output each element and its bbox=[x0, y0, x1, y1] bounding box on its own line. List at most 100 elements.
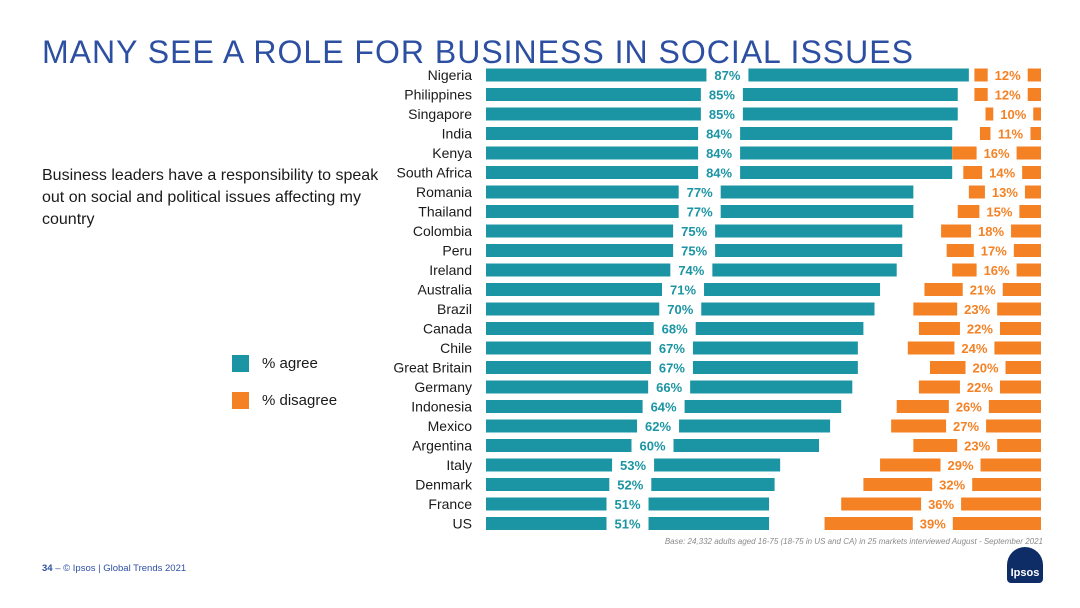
category-label: Mexico bbox=[428, 418, 473, 434]
disagree-value-label: 32% bbox=[939, 478, 965, 493]
agree-value-label: 85% bbox=[709, 88, 735, 103]
disagree-label-bg bbox=[948, 399, 989, 414]
disagree-label-bg bbox=[976, 145, 1017, 161]
disagree-value-label: 12% bbox=[995, 68, 1021, 83]
agree-value-label: 77% bbox=[687, 205, 713, 220]
disagree-label-bg bbox=[973, 243, 1014, 258]
category-label: Romania bbox=[416, 184, 472, 200]
agree-value-label: 53% bbox=[620, 458, 646, 473]
category-label: Indonesia bbox=[411, 399, 472, 415]
category-label: India bbox=[442, 126, 473, 142]
category-label: Thailand bbox=[418, 204, 472, 220]
disagree-value-label: 36% bbox=[928, 497, 954, 512]
disagree-value-label: 39% bbox=[920, 517, 946, 532]
agree-label-bg bbox=[648, 379, 691, 395]
legend-disagree-label: % disagree bbox=[262, 392, 338, 409]
agree-label-bg bbox=[673, 223, 716, 239]
disagree-label-bg bbox=[965, 360, 1006, 375]
agree-label-bg bbox=[612, 457, 655, 473]
disagree-label-bg bbox=[957, 438, 998, 453]
disagree-label-bg bbox=[957, 301, 998, 317]
disagree-value-label: 24% bbox=[961, 341, 987, 356]
disagree-label-bg bbox=[959, 379, 1000, 395]
agree-label-bg bbox=[659, 301, 702, 317]
category-label: South Africa bbox=[397, 165, 473, 181]
agree-value-label: 52% bbox=[617, 478, 643, 493]
footer: 34 – © Ipsos | Global Trends 2021 bbox=[42, 563, 186, 574]
disagree-label-bg bbox=[971, 223, 1012, 239]
agree-label-bg bbox=[650, 360, 693, 375]
page-number: 34 bbox=[42, 563, 53, 574]
disagree-value-label: 22% bbox=[967, 322, 993, 337]
category-label: Denmark bbox=[415, 477, 473, 493]
agree-label-bg bbox=[698, 145, 741, 161]
agree-label-bg bbox=[609, 477, 652, 492]
disagree-label-bg bbox=[932, 477, 973, 492]
disagree-value-label: 14% bbox=[989, 166, 1015, 181]
footer-separator: – bbox=[52, 563, 64, 574]
disagree-value-label: 20% bbox=[972, 361, 998, 376]
category-label: Australia bbox=[418, 282, 473, 298]
agree-value-label: 62% bbox=[645, 419, 671, 434]
disagree-value-label: 22% bbox=[967, 380, 993, 395]
agree-value-label: 67% bbox=[659, 361, 685, 376]
agree-label-bg bbox=[698, 165, 741, 180]
page-title: MANY SEE A ROLE FOR BUSINESS IN SOCIAL I… bbox=[42, 34, 914, 70]
agree-value-label: 75% bbox=[681, 244, 707, 259]
legend-disagree-swatch bbox=[232, 392, 249, 409]
agree-label-bg bbox=[670, 262, 713, 278]
disagree-label-bg bbox=[940, 457, 981, 473]
disagree-value-label: 21% bbox=[970, 283, 996, 298]
agree-label-bg bbox=[698, 126, 741, 141]
category-label: France bbox=[428, 496, 472, 512]
agree-value-label: 71% bbox=[670, 283, 696, 298]
disagree-value-label: 23% bbox=[964, 439, 990, 454]
agree-label-bg bbox=[673, 243, 716, 258]
agree-value-label: 70% bbox=[667, 302, 693, 317]
agree-label-bg bbox=[700, 87, 743, 102]
disagree-value-label: 26% bbox=[956, 400, 982, 415]
agree-value-label: 51% bbox=[615, 497, 641, 512]
agree-label-bg bbox=[606, 496, 649, 512]
agree-label-bg bbox=[642, 399, 685, 414]
legend-disagree: % disagree bbox=[232, 392, 337, 409]
disagree-label-bg bbox=[990, 126, 1031, 141]
agree-label-bg bbox=[650, 340, 693, 356]
agree-label-bg bbox=[678, 204, 721, 219]
disagree-label-bg bbox=[987, 67, 1028, 83]
agree-value-label: 60% bbox=[639, 439, 665, 454]
agree-label-bg bbox=[606, 516, 649, 531]
disagree-label-bg bbox=[993, 106, 1034, 122]
disagree-label-bg bbox=[921, 496, 962, 512]
category-label: Colombia bbox=[413, 223, 472, 239]
disagree-value-label: 15% bbox=[986, 205, 1012, 220]
agree-value-label: 68% bbox=[662, 322, 688, 337]
agree-value-label: 67% bbox=[659, 341, 685, 356]
disagree-label-bg bbox=[946, 418, 987, 434]
disagree-value-label: 29% bbox=[948, 458, 974, 473]
disagree-label-bg bbox=[979, 204, 1020, 219]
category-label: Kenya bbox=[432, 145, 472, 161]
agree-label-bg bbox=[631, 438, 674, 453]
agree-value-label: 77% bbox=[687, 185, 713, 200]
survey-statement: Business leaders have a responsibility t… bbox=[42, 167, 379, 228]
category-label: Chile bbox=[440, 340, 472, 356]
agree-value-label: 84% bbox=[706, 127, 732, 142]
base-note: Base: 24,332 adults aged 16-75 (18-75 in… bbox=[664, 537, 1043, 546]
footer-credit: © Ipsos | Global Trends 2021 bbox=[63, 563, 187, 574]
disagree-label-bg bbox=[982, 165, 1023, 180]
agree-value-label: 75% bbox=[681, 224, 707, 239]
disagree-value-label: 12% bbox=[995, 88, 1021, 103]
category-label: Peru bbox=[442, 243, 472, 259]
agree-value-label: 74% bbox=[678, 263, 704, 278]
disagree-value-label: 13% bbox=[992, 185, 1018, 200]
category-label: Italy bbox=[446, 457, 472, 473]
agree-label-bg bbox=[678, 184, 721, 200]
ipsos-logo: Ipsos bbox=[1007, 547, 1043, 583]
category-label: Philippines bbox=[404, 87, 472, 103]
disagree-value-label: 11% bbox=[998, 127, 1024, 142]
agree-value-label: 84% bbox=[706, 146, 732, 161]
disagree-value-label: 17% bbox=[981, 244, 1007, 259]
legend-agree-label: % agree bbox=[262, 355, 318, 372]
